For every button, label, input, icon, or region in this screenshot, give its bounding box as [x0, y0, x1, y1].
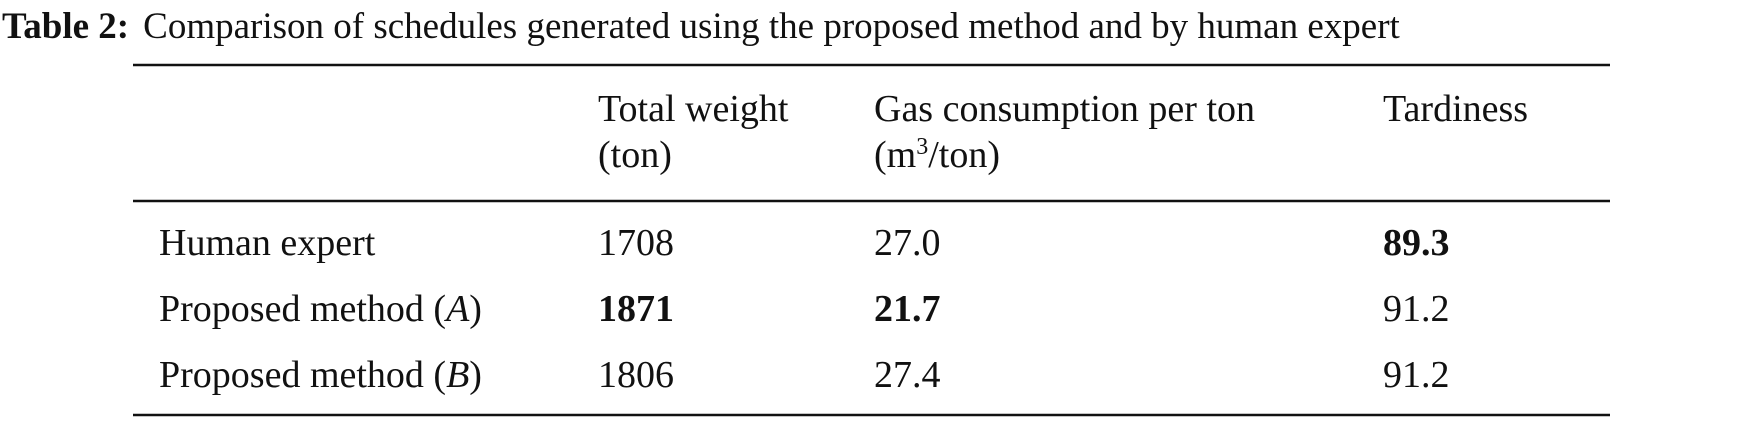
table-cell: 91.2 — [1383, 288, 1450, 330]
label-text: Human expert — [159, 222, 376, 264]
row-label: Human expert — [159, 222, 376, 264]
table-cell: 27.0 — [874, 222, 941, 264]
header-text: (m — [874, 134, 916, 176]
table-cell: 89.3 — [1383, 222, 1450, 264]
caption-label: Table 2: — [2, 6, 129, 47]
header-cell: Gas consumption per ton — [874, 88, 1255, 130]
table-cell: 27.4 — [874, 354, 941, 396]
header-cell: (ton) — [598, 134, 672, 176]
header-cell: (m3/ton) — [874, 134, 1000, 176]
header-text: (ton) — [598, 134, 672, 176]
header-cell: Total weight — [598, 88, 789, 130]
table-cell: 1806 — [598, 354, 674, 396]
table-cell: 21.7 — [874, 288, 941, 330]
table-cell: 1708 — [598, 222, 674, 264]
label-text: A — [443, 288, 470, 330]
table-cell: 91.2 — [1383, 354, 1450, 396]
label-text: ) — [469, 288, 482, 330]
row-label: Proposed method (A) — [159, 288, 482, 330]
header-cell: Tardiness — [1383, 88, 1528, 130]
label-text: Proposed method ( — [159, 354, 446, 396]
row-label: Proposed method (B) — [159, 354, 482, 396]
caption: Table 2: Comparison of schedules generate… — [2, 6, 1401, 47]
table-cell: 1871 — [598, 288, 674, 330]
label-text: Proposed method ( — [159, 288, 446, 330]
label-text: ) — [469, 354, 482, 396]
header-text: /ton) — [928, 134, 1000, 176]
caption-text: Comparison of schedules generated using … — [143, 6, 1400, 47]
header-text: 3 — [916, 134, 928, 160]
label-text: B — [446, 354, 469, 396]
